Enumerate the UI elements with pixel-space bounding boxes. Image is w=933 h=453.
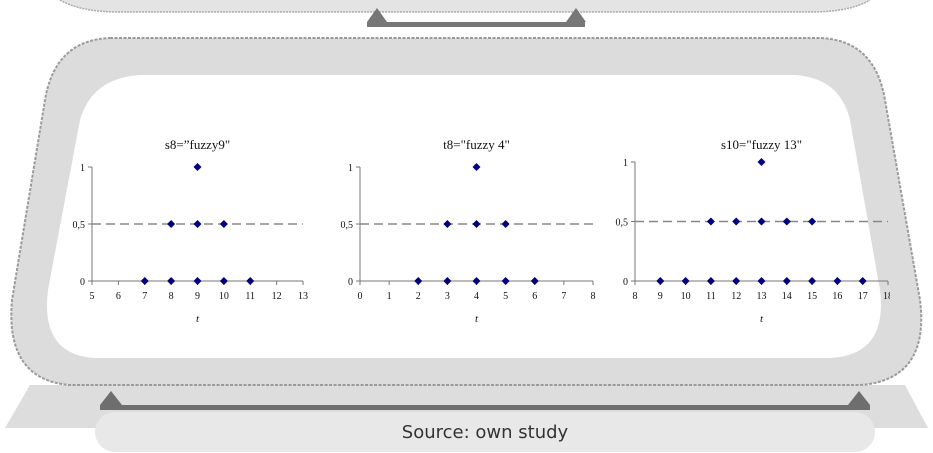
data-point [732, 277, 741, 285]
x-axis-label: t [475, 313, 479, 325]
data-point [530, 277, 539, 285]
x-tick-label: 5 [503, 291, 508, 302]
chart-title: t8="fuzzy 4" [443, 140, 510, 152]
x-tick-label: 11 [245, 291, 255, 302]
x-tick-label: 16 [832, 291, 842, 302]
x-tick-label: 7 [561, 291, 566, 302]
x-tick-label: 9 [195, 291, 200, 302]
chart-title: s10="fuzzy 13" [721, 140, 802, 152]
data-point [808, 277, 817, 285]
data-point [140, 277, 149, 285]
bottom-connector-bar [100, 405, 870, 410]
x-tick-label: 11 [706, 291, 716, 302]
bottom-right-arrow-icon [848, 391, 870, 405]
x-tick-label: 7 [142, 291, 147, 302]
data-point [472, 220, 481, 228]
x-tick-label: 8 [169, 291, 174, 302]
data-point [246, 277, 255, 285]
data-point [681, 277, 690, 285]
data-point [757, 158, 766, 166]
data-point [706, 277, 715, 285]
chart-title: s8=”fuzzy9" [165, 140, 230, 152]
x-tick-label: 13 [757, 291, 767, 302]
data-point [501, 220, 510, 228]
y-tick-label: 1 [623, 158, 628, 169]
data-point [219, 277, 228, 285]
x-tick-label: 18 [883, 291, 890, 302]
x-tick-label: 15 [807, 291, 817, 302]
source-caption: Source: own study [401, 421, 569, 443]
x-tick-label: 2 [416, 291, 421, 302]
x-tick-label: 17 [858, 291, 868, 302]
data-point [193, 277, 202, 285]
data-point [414, 277, 423, 285]
main-panel-inner [46, 75, 881, 358]
data-point [501, 277, 510, 285]
data-point [193, 163, 202, 171]
y-tick-label: 0 [623, 277, 628, 288]
top-panel-edge [59, 0, 871, 13]
top-connector-bar [367, 22, 585, 27]
x-axis-label: t [760, 313, 764, 325]
data-point [656, 277, 665, 285]
data-point [858, 277, 867, 285]
x-tick-label: 12 [272, 291, 282, 302]
y-tick-label: 0,5 [73, 220, 86, 231]
y-tick-label: 0 [80, 277, 85, 288]
data-point [706, 217, 715, 226]
data-point [782, 217, 791, 226]
x-tick-label: 12 [731, 291, 741, 302]
data-point [833, 277, 842, 285]
x-tick-label: 6 [532, 291, 537, 302]
data-point [782, 277, 791, 285]
x-tick-label: 13 [298, 291, 308, 302]
x-tick-label: 10 [219, 291, 229, 302]
data-point [167, 220, 176, 228]
chart-s8: s8=”fuzzy9" 0 0,5 1 5 6 7 8 9 10 11 12 13 t [73, 140, 309, 325]
data-point [193, 220, 202, 228]
x-axis-label: t [196, 313, 200, 325]
top-left-arrow-icon [367, 8, 387, 22]
data-point [219, 220, 228, 228]
x-tick-label: 1 [387, 291, 392, 302]
x-tick-label: 8 [591, 291, 596, 302]
caption-pill [95, 412, 875, 452]
data-point [443, 220, 452, 228]
y-tick-label: 1 [80, 163, 85, 174]
x-tick-label: 0 [358, 291, 363, 302]
data-point [757, 277, 766, 285]
x-tick-label: 3 [445, 291, 450, 302]
x-tick-label: 6 [116, 291, 121, 302]
x-tick-label: 9 [658, 291, 663, 302]
data-point [443, 277, 452, 285]
data-point [472, 277, 481, 285]
data-point [732, 217, 741, 226]
data-point [472, 163, 481, 171]
y-tick-label: 0,5 [616, 218, 629, 229]
data-point [167, 277, 176, 285]
x-tick-label: 14 [782, 291, 792, 302]
chart-t8: t8="fuzzy 4" 0 0,5 1 0 1 2 3 4 5 6 7 8 t [341, 140, 596, 325]
chart-s10: s10="fuzzy 13"00,5189101112131415161718t [616, 140, 891, 325]
x-tick-label: 5 [90, 291, 95, 302]
x-tick-label: 10 [681, 291, 691, 302]
bottom-left-arrow-icon [100, 391, 122, 405]
x-tick-label: 8 [633, 291, 638, 302]
top-right-arrow-icon [566, 8, 586, 22]
y-tick-label: 1 [348, 163, 353, 174]
data-point [757, 217, 766, 226]
data-point [808, 217, 817, 226]
y-tick-label: 0 [348, 277, 353, 288]
x-tick-label: 4 [474, 291, 479, 302]
y-tick-label: 0,5 [341, 220, 354, 231]
